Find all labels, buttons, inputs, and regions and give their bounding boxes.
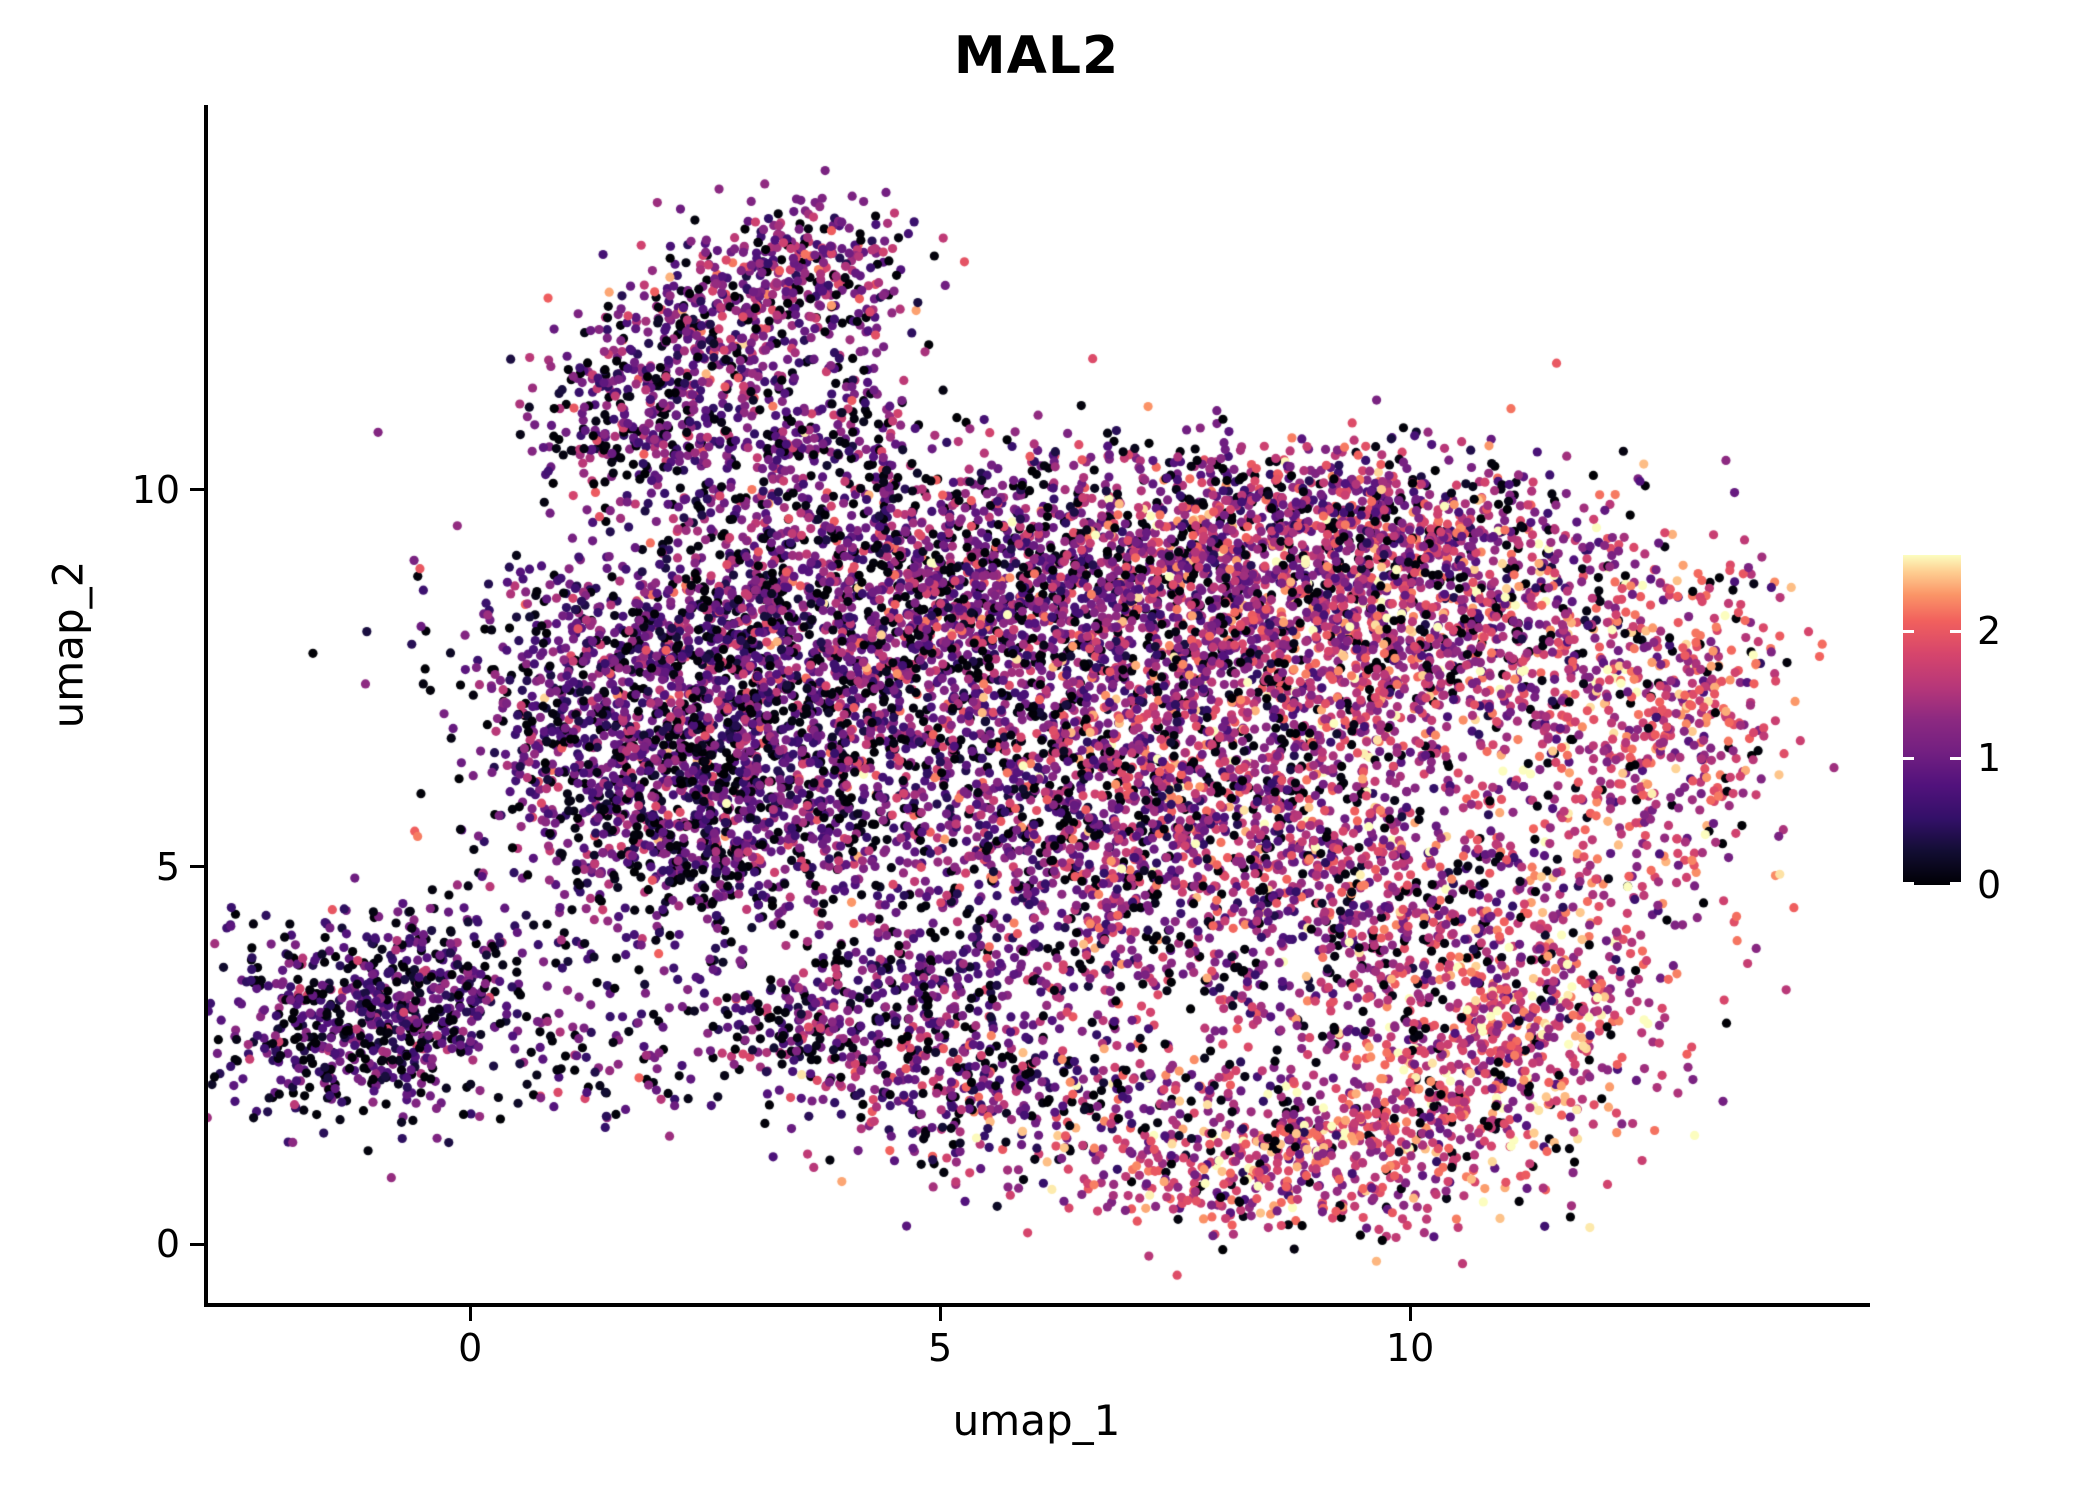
x-axis-line	[204, 1303, 1870, 1307]
y-tick-label: 0	[155, 1222, 180, 1267]
y-axis-line	[204, 105, 208, 1307]
colorbar-tick-label: 1	[1977, 736, 2002, 781]
colorbar-tick-mark	[1903, 882, 1914, 885]
colorbar-tick-mark	[1950, 629, 1961, 633]
x-tick-label: 5	[928, 1326, 953, 1370]
y-tick-mark	[190, 865, 204, 869]
colorbar-tick-mark	[1903, 756, 1914, 760]
scatter-points-canvas	[207, 105, 1866, 1303]
plot-title: MAL2	[953, 26, 1120, 86]
colorbar-tick-mark	[1950, 756, 1961, 760]
colorbar	[1903, 555, 1961, 885]
colorbar-tick-label: 0	[1977, 863, 2002, 907]
x-axis-title: umap_1	[952, 1396, 1121, 1445]
y-tick-mark	[190, 488, 204, 492]
colorbar-tick-mark	[1903, 629, 1914, 633]
colorbar-tick-mark	[1950, 882, 1961, 885]
y-tick-label: 10	[131, 467, 180, 512]
colorbar-gradient	[1903, 555, 1961, 885]
y-tick-label: 5	[155, 844, 180, 889]
y-tick-mark	[190, 1242, 204, 1246]
y-axis-title: umap_2	[43, 560, 93, 729]
x-tick-label: 0	[458, 1326, 483, 1370]
x-tick-mark	[938, 1307, 942, 1321]
colorbar-tick-label: 2	[1977, 609, 2002, 654]
x-tick-mark	[1408, 1307, 1412, 1321]
x-tick-mark	[468, 1307, 472, 1321]
x-tick-label: 10	[1385, 1326, 1435, 1370]
